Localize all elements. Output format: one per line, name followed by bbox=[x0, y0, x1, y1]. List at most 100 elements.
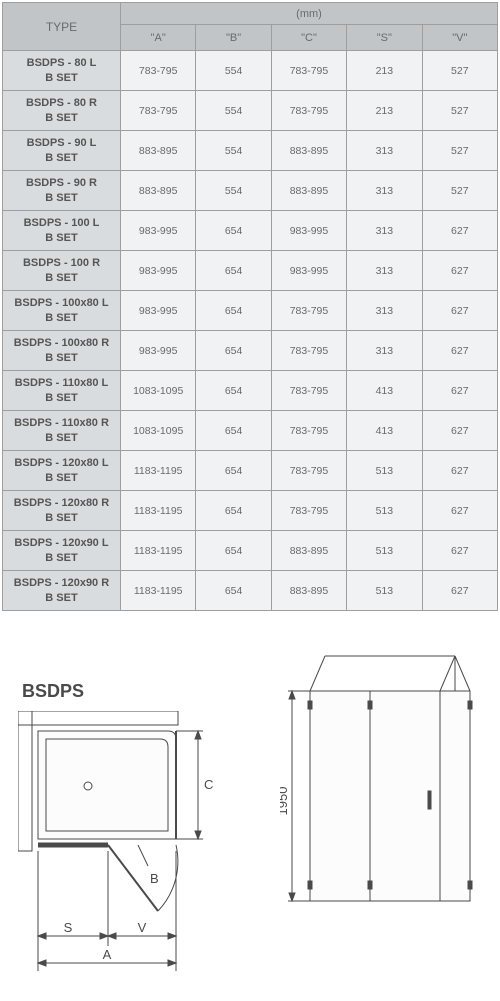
type-cell: BSDPS - 110x80 RB SET bbox=[3, 411, 121, 451]
data-cell: 883-895 bbox=[271, 531, 346, 571]
data-cell: 213 bbox=[347, 51, 422, 91]
diagrams-area: BSDPS C B bbox=[0, 641, 500, 1001]
table-row: BSDPS - 80 LB SET783-795554783-795213527 bbox=[3, 51, 498, 91]
type-cell: BSDPS - 110x80 LB SET bbox=[3, 371, 121, 411]
data-cell: 313 bbox=[347, 171, 422, 211]
data-cell: 413 bbox=[347, 371, 422, 411]
table-row: BSDPS - 120x90 LB SET1183-1195654883-895… bbox=[3, 531, 498, 571]
data-cell: 627 bbox=[422, 571, 497, 611]
spec-table-wrap: TYPE (mm) "A""B""C""S""V" BSDPS - 80 LB … bbox=[0, 0, 500, 611]
table-row: BSDPS - 90 RB SET883-895554883-895313527 bbox=[3, 171, 498, 211]
col-header: "C" bbox=[271, 25, 346, 51]
data-cell: 783-795 bbox=[271, 51, 346, 91]
data-cell: 513 bbox=[347, 451, 422, 491]
table-row: BSDPS - 100x80 LB SET983-995654783-79531… bbox=[3, 291, 498, 331]
plan-label: BSDPS bbox=[22, 681, 84, 702]
data-cell: 654 bbox=[196, 451, 271, 491]
data-cell: 883-895 bbox=[271, 131, 346, 171]
data-cell: 654 bbox=[196, 531, 271, 571]
type-cell: BSDPS - 80 RB SET bbox=[3, 91, 121, 131]
table-row: BSDPS - 120x80 RB SET1183-1195654783-795… bbox=[3, 491, 498, 531]
type-cell: BSDPS - 100 RB SET bbox=[3, 251, 121, 291]
table-row: BSDPS - 80 RB SET783-795554783-795213527 bbox=[3, 91, 498, 131]
data-cell: 627 bbox=[422, 331, 497, 371]
table-row: BSDPS - 110x80 RB SET1083-1095654783-795… bbox=[3, 411, 498, 451]
data-cell: 1183-1195 bbox=[121, 451, 196, 491]
type-cell: BSDPS - 120x80 LB SET bbox=[3, 451, 121, 491]
data-cell: 983-995 bbox=[271, 211, 346, 251]
table-row: BSDPS - 120x90 RB SET1183-1195654883-895… bbox=[3, 571, 498, 611]
data-cell: 1183-1195 bbox=[121, 491, 196, 531]
data-cell: 983-995 bbox=[271, 251, 346, 291]
data-cell: 983-995 bbox=[121, 251, 196, 291]
type-cell: BSDPS - 80 LB SET bbox=[3, 51, 121, 91]
type-cell: BSDPS - 90 LB SET bbox=[3, 131, 121, 171]
dim-b: B bbox=[150, 871, 159, 886]
col-header: "A" bbox=[121, 25, 196, 51]
data-cell: 654 bbox=[196, 491, 271, 531]
data-cell: 313 bbox=[347, 331, 422, 371]
data-cell: 627 bbox=[422, 251, 497, 291]
data-cell: 1183-1195 bbox=[121, 571, 196, 611]
type-cell: BSDPS - 120x90 RB SET bbox=[3, 571, 121, 611]
type-cell: BSDPS - 100x80 LB SET bbox=[3, 291, 121, 331]
data-cell: 527 bbox=[422, 91, 497, 131]
data-cell: 654 bbox=[196, 571, 271, 611]
data-cell: 783-795 bbox=[271, 331, 346, 371]
data-cell: 554 bbox=[196, 51, 271, 91]
dim-v: V bbox=[138, 920, 147, 935]
dim-s: S bbox=[64, 920, 73, 935]
data-cell: 313 bbox=[347, 251, 422, 291]
data-cell: 413 bbox=[347, 411, 422, 451]
data-cell: 1083-1095 bbox=[121, 371, 196, 411]
data-cell: 883-895 bbox=[121, 171, 196, 211]
data-cell: 627 bbox=[422, 411, 497, 451]
data-cell: 883-895 bbox=[271, 571, 346, 611]
plan-diagram: C B S V A bbox=[18, 711, 248, 991]
data-cell: 627 bbox=[422, 371, 497, 411]
data-cell: 554 bbox=[196, 91, 271, 131]
data-cell: 213 bbox=[347, 91, 422, 131]
table-row: BSDPS - 110x80 LB SET1083-1095654783-795… bbox=[3, 371, 498, 411]
data-cell: 627 bbox=[422, 211, 497, 251]
dim-c: C bbox=[204, 777, 213, 792]
data-cell: 513 bbox=[347, 491, 422, 531]
data-cell: 883-895 bbox=[271, 171, 346, 211]
data-cell: 313 bbox=[347, 131, 422, 171]
data-cell: 527 bbox=[422, 131, 497, 171]
data-cell: 1183-1195 bbox=[121, 531, 196, 571]
data-cell: 983-995 bbox=[121, 211, 196, 251]
front-diagram: 1950 bbox=[280, 641, 490, 941]
data-cell: 783-795 bbox=[271, 291, 346, 331]
data-cell: 1083-1095 bbox=[121, 411, 196, 451]
unit-header: (mm) bbox=[121, 3, 498, 25]
data-cell: 983-995 bbox=[121, 331, 196, 371]
data-cell: 627 bbox=[422, 531, 497, 571]
data-cell: 654 bbox=[196, 211, 271, 251]
data-cell: 654 bbox=[196, 331, 271, 371]
table-row: BSDPS - 120x80 LB SET1183-1195654783-795… bbox=[3, 451, 498, 491]
data-cell: 654 bbox=[196, 371, 271, 411]
data-cell: 654 bbox=[196, 411, 271, 451]
type-cell: BSDPS - 100x80 RB SET bbox=[3, 331, 121, 371]
data-cell: 783-795 bbox=[271, 451, 346, 491]
type-cell: BSDPS - 120x90 LB SET bbox=[3, 531, 121, 571]
table-body: BSDPS - 80 LB SET783-795554783-795213527… bbox=[3, 51, 498, 611]
table-row: BSDPS - 100 LB SET983-995654983-99531362… bbox=[3, 211, 498, 251]
data-cell: 313 bbox=[347, 211, 422, 251]
col-header: "B" bbox=[196, 25, 271, 51]
data-cell: 654 bbox=[196, 251, 271, 291]
data-cell: 527 bbox=[422, 51, 497, 91]
data-cell: 783-795 bbox=[271, 371, 346, 411]
dim-a: A bbox=[103, 947, 112, 962]
type-header: TYPE bbox=[3, 3, 121, 51]
data-cell: 654 bbox=[196, 291, 271, 331]
data-cell: 883-895 bbox=[121, 131, 196, 171]
data-cell: 513 bbox=[347, 571, 422, 611]
data-cell: 554 bbox=[196, 171, 271, 211]
col-header: "S" bbox=[347, 25, 422, 51]
data-cell: 783-795 bbox=[271, 411, 346, 451]
data-cell: 783-795 bbox=[121, 51, 196, 91]
type-cell: BSDPS - 120x80 RB SET bbox=[3, 491, 121, 531]
spec-table: TYPE (mm) "A""B""C""S""V" BSDPS - 80 LB … bbox=[2, 2, 498, 611]
